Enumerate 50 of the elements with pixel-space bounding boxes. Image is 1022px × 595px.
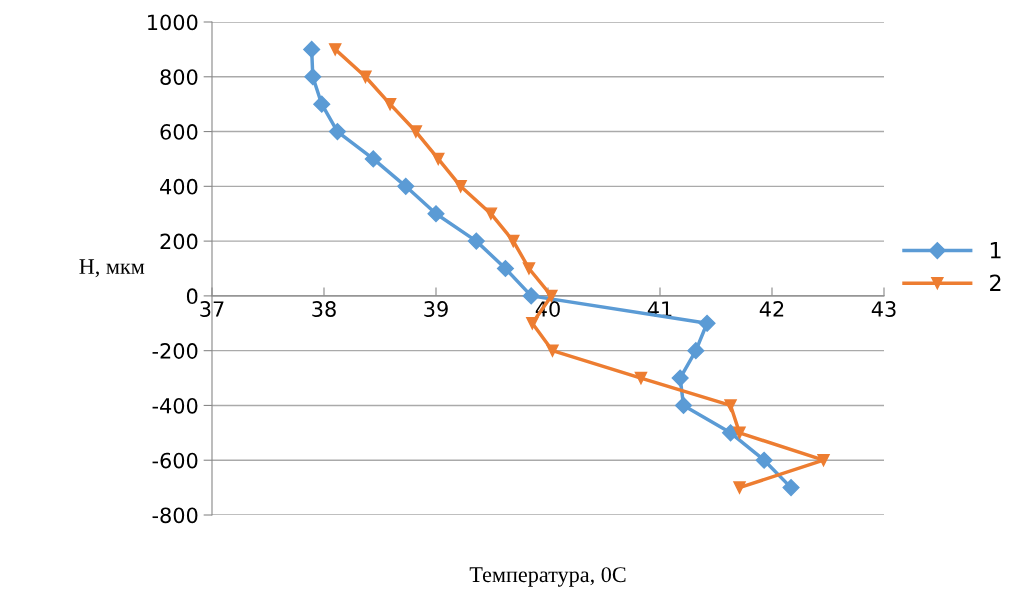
point <box>454 180 467 193</box>
point <box>383 97 397 111</box>
y-tick-label: 600 <box>160 124 198 140</box>
legend-label: 2 <box>990 274 1001 291</box>
point <box>755 451 773 469</box>
point <box>687 342 705 360</box>
point <box>313 95 331 113</box>
point <box>496 259 514 278</box>
point <box>507 234 520 248</box>
point <box>724 399 737 412</box>
y-tick-label: -400 <box>152 397 198 414</box>
point <box>431 152 445 166</box>
y-tick-label: -600 <box>152 452 198 469</box>
x-axis-title: Температура, 0С <box>469 567 626 587</box>
x-tick-label: 39 <box>424 301 448 317</box>
legend-label: 1 <box>990 242 1001 259</box>
point <box>546 344 559 357</box>
point <box>671 369 689 387</box>
point <box>397 177 415 195</box>
y-axis-title: H, мкм <box>79 259 145 278</box>
point <box>467 232 485 250</box>
y-tick-label: 1000 <box>148 14 198 31</box>
y-tick-label: 400 <box>160 178 198 195</box>
x-tick-label: 38 <box>312 301 336 317</box>
point <box>328 123 346 141</box>
y-tick-label: -800 <box>152 507 198 524</box>
point <box>303 40 321 58</box>
x-tick-label: 42 <box>759 301 784 317</box>
point <box>522 262 536 275</box>
y-tick-label: 800 <box>160 69 198 85</box>
x-tick-label: 43 <box>871 301 896 317</box>
point <box>817 453 830 467</box>
point <box>782 479 800 497</box>
point <box>634 371 648 385</box>
point <box>364 150 382 168</box>
point <box>733 426 746 440</box>
point <box>526 317 539 330</box>
point <box>674 396 693 414</box>
point <box>409 125 423 138</box>
point <box>359 70 372 84</box>
y-tick-label: -200 <box>152 343 198 359</box>
x-tick-label: 37 <box>200 301 224 317</box>
point <box>733 481 746 494</box>
point <box>484 207 498 220</box>
point <box>328 43 342 56</box>
point <box>427 205 445 223</box>
y-tick-label: 0 <box>186 288 198 305</box>
y-tick-label: 200 <box>160 233 198 250</box>
point <box>698 314 716 332</box>
point <box>304 68 322 86</box>
